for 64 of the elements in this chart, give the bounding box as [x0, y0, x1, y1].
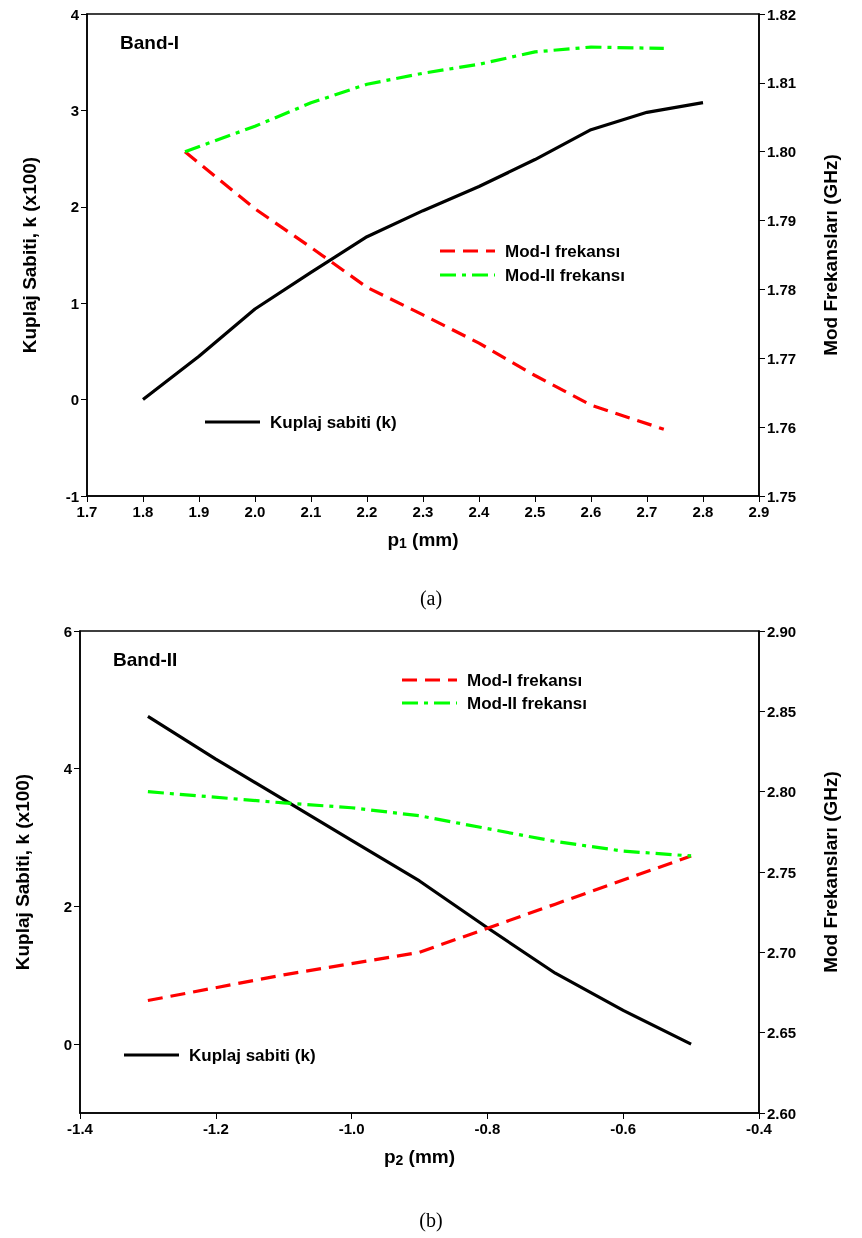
y-tick-label: 4	[70, 5, 80, 23]
text: (a)	[419, 587, 443, 610]
text: Band-II	[113, 649, 178, 670]
y-tick-label: 0	[70, 391, 79, 409]
x-tick-label: 2.8	[692, 503, 714, 520]
y2-tick-label: 2.70	[767, 943, 797, 961]
x-tick-label: 2.3	[412, 503, 434, 520]
x-tick-label: 2.2	[356, 503, 378, 520]
legend-label: Mod-II frekansı	[505, 265, 625, 285]
y2-tick-label: 2.65	[767, 1024, 797, 1042]
y2-tick-label: 1.82	[767, 5, 797, 23]
y2-tick-label: 1.75	[767, 487, 797, 505]
y2-tick-label: 1.81	[767, 74, 797, 92]
x-tick-label: -1.2	[202, 1120, 229, 1137]
x-tick-label: -1.0	[338, 1120, 365, 1137]
x-tick-label: -0.6	[610, 1120, 637, 1137]
x-tick-label: 2.4	[468, 503, 491, 520]
y2-tick-label: 2.60	[767, 1104, 797, 1122]
y-tick-label: 2	[70, 198, 79, 216]
y2-tick-label: 1.80	[767, 143, 797, 161]
line-series	[183, 45, 666, 154]
line-series	[141, 101, 705, 402]
y-tick-label: 2	[63, 897, 72, 915]
y2-tick-label: 1.78	[767, 280, 797, 298]
y2-axis-title: Mod Frekansları (GHz)	[820, 771, 841, 973]
legend-label: Kuplaj sabiti (k)	[189, 1045, 316, 1065]
y-tick-label: 3	[70, 101, 79, 119]
x-tick-label: -1.4	[67, 1120, 94, 1137]
line-series	[146, 714, 693, 1046]
legend-label: Kuplaj sabiti (k)	[270, 412, 397, 432]
text: (b)	[419, 1209, 443, 1232]
line-series	[146, 854, 693, 1003]
line-series	[183, 150, 666, 431]
x-tick-label: 1.9	[188, 503, 210, 520]
x-tick-label: 2.0	[244, 503, 266, 520]
y-tick-label: 0	[63, 1035, 72, 1053]
x-tick-label: 2.7	[636, 503, 658, 520]
y2-tick-label: 1.76	[767, 418, 797, 436]
y-tick-label: 6	[63, 622, 72, 640]
x-tick-label: -0.4	[746, 1120, 773, 1137]
legend-label: Mod-II frekansı	[467, 693, 587, 713]
y-axis-title: Kuplaj Sabiti, k (x100)	[19, 156, 40, 354]
y2-tick-label: 1.79	[767, 212, 797, 230]
legend-label: Mod-I frekansı	[467, 670, 583, 690]
legend-label: Mod-I frekansı	[505, 241, 621, 261]
x-tick-label: 2.9	[748, 503, 770, 520]
x-tick-label: 1.8	[132, 503, 154, 520]
y2-tick-label: 2.85	[767, 702, 797, 720]
y2-tick-label: 1.77	[767, 349, 797, 367]
x-tick-label: 1.7	[76, 503, 98, 520]
line-series	[146, 790, 693, 858]
y2-tick-label: 2.80	[767, 783, 797, 801]
y2-tick-label: 2.90	[767, 622, 797, 640]
y2-axis-title: Mod Frekansları (GHz)	[820, 154, 841, 356]
x-tick-label: -0.8	[474, 1120, 501, 1137]
y-axis-title: Kuplaj Sabiti, k (x100)	[12, 773, 33, 971]
x-tick-label: 2.6	[580, 503, 602, 520]
text: Band-I	[120, 32, 180, 53]
y2-tick-label: 2.75	[767, 863, 797, 881]
x-tick-label: 2.1	[300, 503, 322, 520]
x-tick-label: 2.5	[524, 503, 546, 520]
y-tick-label: 4	[63, 760, 73, 778]
y-tick-label: 1	[70, 294, 79, 312]
y-tick-label: -1	[65, 487, 79, 505]
